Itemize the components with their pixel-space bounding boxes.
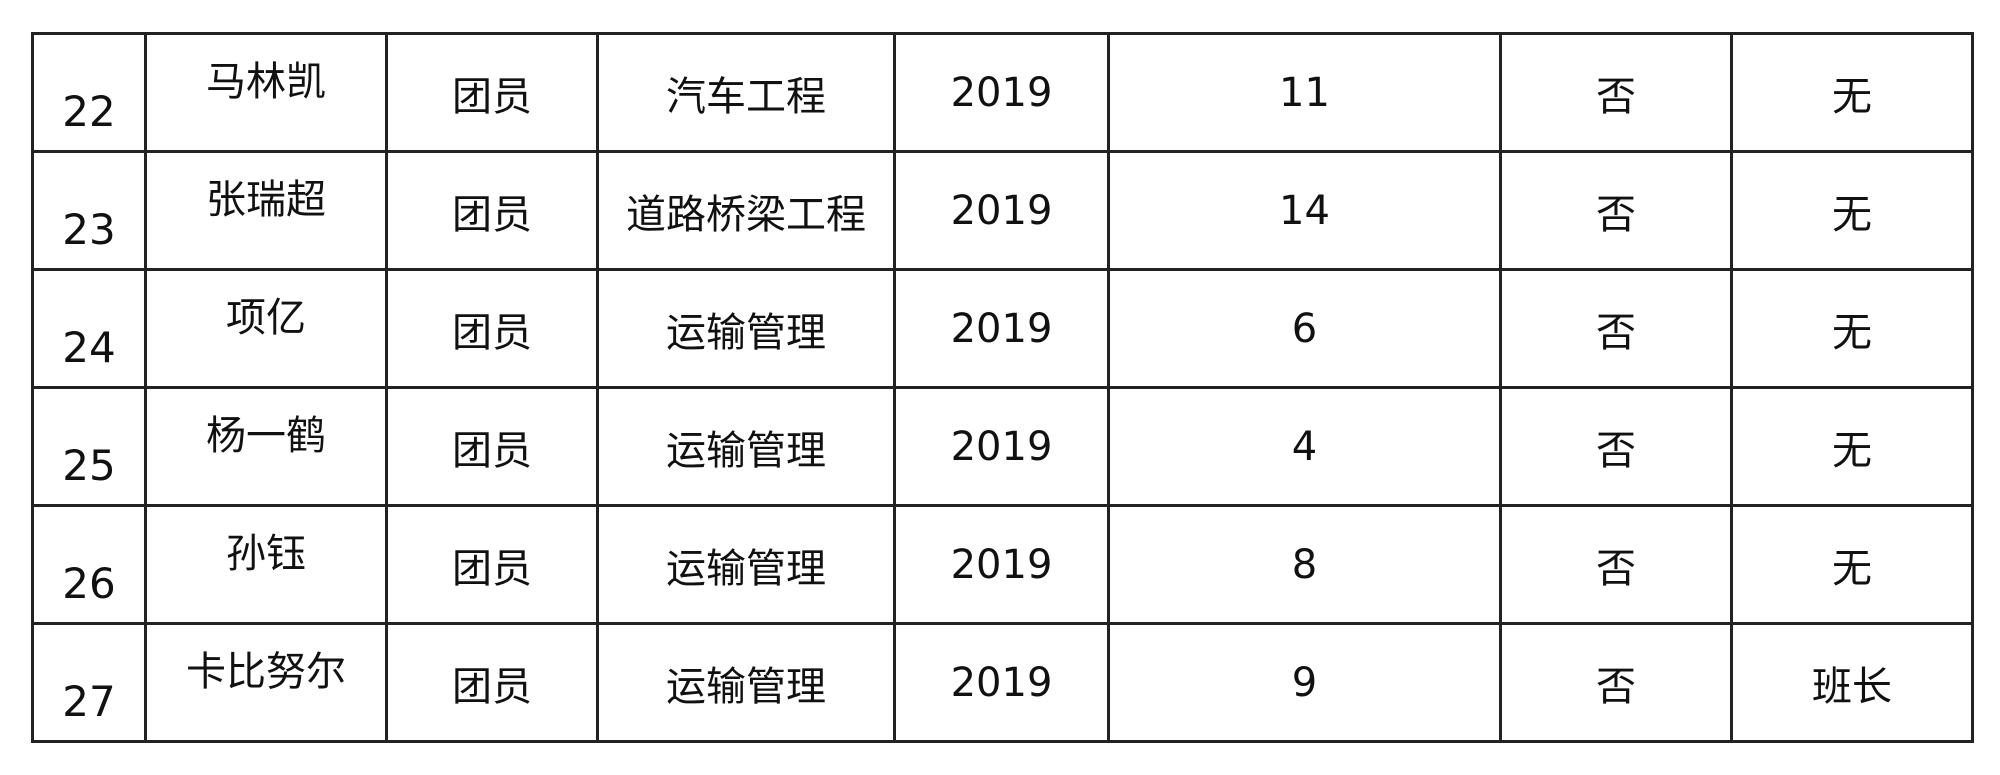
count-cell: 4: [1107, 386, 1502, 507]
flag-cell: 否: [1499, 268, 1733, 389]
row-number: 22: [31, 32, 147, 153]
role-cell: 无: [1730, 268, 1974, 389]
major-cell: 道路桥梁工程: [596, 150, 896, 271]
year-cell: 2019: [893, 622, 1110, 743]
flag-cell: 否: [1499, 150, 1733, 271]
count-cell: 8: [1107, 504, 1502, 625]
major-cell: 运输管理: [596, 268, 896, 389]
flag-cell: 否: [1499, 32, 1733, 153]
role-cell: 无: [1730, 504, 1974, 625]
major-cell: 运输管理: [596, 622, 896, 743]
table-row: 25 杨一鹤 团员 运输管理 2019 4 否无: [31, 386, 1974, 507]
table-row: 24 项亿 团员 运输管理 2019 6 否无: [31, 268, 1974, 389]
name-cell: 张瑞超: [144, 150, 388, 271]
name-cell: 卡比努尔: [144, 622, 388, 743]
flag-cell: 否: [1499, 504, 1733, 625]
role-cell: 无: [1730, 32, 1974, 153]
major-cell: 运输管理: [596, 504, 896, 625]
row-number: 24: [31, 268, 147, 389]
year-cell: 2019: [893, 504, 1110, 625]
major-cell: 汽车工程: [596, 32, 896, 153]
row-number: 25: [31, 386, 147, 507]
role-cell: 无: [1730, 150, 1974, 271]
table-row: 22 马林凯 团员 汽车工程 2019 11 否无: [31, 32, 1974, 153]
status-cell: 团员: [385, 32, 599, 153]
table-row: 27 卡比努尔 团员 运输管理 2019 9 否班长: [31, 622, 1974, 743]
name-cell: 马林凯: [144, 32, 388, 153]
name-cell: 项亿: [144, 268, 388, 389]
count-cell: 14: [1107, 150, 1502, 271]
year-cell: 2019: [893, 268, 1110, 389]
status-cell: 团员: [385, 622, 599, 743]
flag-cell: 否: [1499, 622, 1733, 743]
role-cell: 无: [1730, 386, 1974, 507]
count-cell: 6: [1107, 268, 1502, 389]
row-number: 26: [31, 504, 147, 625]
year-cell: 2019: [893, 32, 1110, 153]
row-number: 23: [31, 150, 147, 271]
table-row: 26 孙钰 团员 运输管理 2019 8 否无: [31, 504, 1974, 625]
status-cell: 团员: [385, 504, 599, 625]
role-cell: 班长: [1730, 622, 1974, 743]
count-cell: 11: [1107, 32, 1502, 153]
count-cell: 9: [1107, 622, 1502, 743]
name-cell: 孙钰: [144, 504, 388, 625]
row-number: 27: [31, 622, 147, 743]
year-cell: 2019: [893, 150, 1110, 271]
year-cell: 2019: [893, 386, 1110, 507]
flag-cell: 否: [1499, 386, 1733, 507]
status-cell: 团员: [385, 386, 599, 507]
major-cell: 运输管理: [596, 386, 896, 507]
status-cell: 团员: [385, 268, 599, 389]
status-cell: 团员: [385, 150, 599, 271]
name-cell: 杨一鹤: [144, 386, 388, 507]
member-table: 22 马林凯 团员 汽车工程 2019 11 否无 23 张瑞超 团员 道路桥梁工程 2019 14 否无…: [31, 32, 1974, 743]
table-row: 23 张瑞超 团员 道路桥梁工程 2019 14 否无: [31, 150, 1974, 271]
